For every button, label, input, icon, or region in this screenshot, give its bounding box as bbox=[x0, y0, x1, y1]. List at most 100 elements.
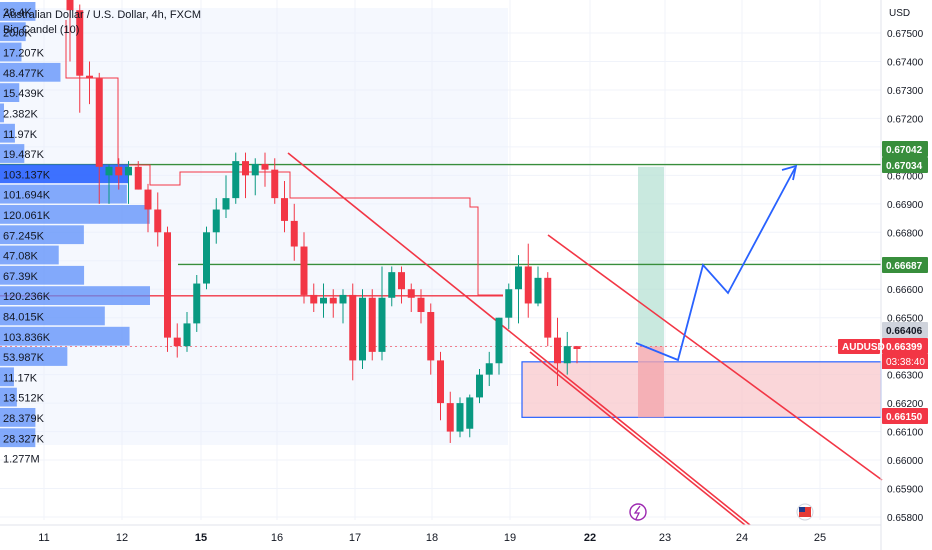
time-axis[interactable]: 11 12 15 16 17 18 19 22 23 24 25 bbox=[0, 524, 881, 544]
symbol-title[interactable]: Australian Dollar / U.S. Dollar, 4h, FXC… bbox=[3, 9, 202, 21]
price-tick: 0.65800 bbox=[887, 513, 924, 524]
candle-body bbox=[427, 312, 435, 361]
volume-bar bbox=[0, 83, 20, 102]
volume-bar bbox=[0, 286, 150, 305]
volume-label: 120.236K bbox=[3, 291, 51, 303]
price-tick: 0.66500 bbox=[887, 314, 924, 325]
stop-zone bbox=[638, 346, 664, 418]
volume-bar bbox=[0, 265, 85, 285]
candle-body bbox=[125, 166, 132, 176]
price-tick: 0.66200 bbox=[887, 399, 924, 410]
candle-body bbox=[281, 198, 288, 221]
candle-body bbox=[417, 297, 425, 313]
candle-body bbox=[300, 246, 308, 295]
candle-body bbox=[164, 232, 171, 338]
volume-bar bbox=[0, 306, 105, 326]
candle-body bbox=[544, 277, 552, 338]
volume-label: 53.987K bbox=[3, 352, 45, 364]
tag-grey-level: 0.66406 bbox=[886, 326, 923, 337]
volume-label: 120.061K bbox=[3, 210, 51, 222]
candle-body bbox=[368, 297, 376, 352]
price-tick: 0.67300 bbox=[887, 86, 924, 97]
price-axis[interactable]: USD0.675000.674000.673000.672000.671000.… bbox=[880, 0, 924, 550]
candle-body bbox=[495, 317, 503, 364]
volume-label: 101.694K bbox=[3, 190, 51, 202]
currency-label: USD bbox=[889, 8, 910, 19]
volume-bar bbox=[0, 2, 36, 21]
projection-line bbox=[635, 167, 796, 362]
date-tick: 15 bbox=[195, 532, 207, 544]
price-tick: 0.67000 bbox=[887, 171, 924, 182]
volume-profile-background bbox=[0, 8, 508, 445]
date-tick: 23 bbox=[659, 532, 671, 544]
volume-label: 84.015K bbox=[3, 312, 45, 324]
tag-upper-green-bottom-bg bbox=[882, 157, 928, 173]
candle-body bbox=[554, 337, 561, 364]
channel-upper-line bbox=[547, 234, 883, 481]
volume-bar bbox=[0, 245, 59, 265]
volume-label: 48.477K bbox=[3, 68, 45, 80]
event-icons bbox=[629, 503, 814, 521]
volume-bar bbox=[0, 184, 127, 204]
candles bbox=[66, 0, 581, 443]
volume-label: 17.207K bbox=[3, 48, 45, 60]
volume-bar bbox=[0, 164, 129, 184]
arrow-head-icon bbox=[781, 164, 798, 181]
price-tick: 0.67200 bbox=[887, 114, 924, 125]
tag-mid-green-bg bbox=[882, 257, 928, 273]
volume-label: 11.17K bbox=[3, 372, 38, 384]
candle-body bbox=[515, 266, 522, 290]
tag-lower-blue: 0.66150 bbox=[886, 412, 923, 423]
candle-body bbox=[485, 363, 493, 375]
candle-body bbox=[524, 266, 532, 304]
volume-bar bbox=[0, 347, 68, 366]
lightning-event-icon bbox=[629, 503, 647, 521]
date-tick: 24 bbox=[736, 532, 748, 544]
candle-body bbox=[505, 289, 513, 318]
volume-label: 1.277M bbox=[3, 454, 40, 466]
candle-body bbox=[203, 232, 210, 284]
tag-current-price: 0.66399 bbox=[886, 342, 923, 353]
candle-body bbox=[378, 297, 386, 352]
candle-body bbox=[261, 163, 269, 170]
tag-mid-green: 0.66687 bbox=[886, 261, 923, 272]
volume-label: 67.245K bbox=[3, 230, 45, 242]
trend-lines bbox=[287, 152, 883, 526]
price-tick: 0.65900 bbox=[887, 485, 924, 496]
price-tick: 0.66000 bbox=[887, 456, 924, 467]
flag-canton-icon bbox=[799, 507, 805, 512]
volume-label: 28.4K bbox=[3, 7, 32, 19]
volume-label: 103.137K bbox=[3, 169, 51, 181]
tag-countdown: 03:38:40 bbox=[886, 357, 925, 368]
tag-lower-blue-bg bbox=[882, 408, 928, 424]
volume-label: 20.6K bbox=[3, 27, 32, 39]
profile-area bbox=[0, 8, 508, 445]
volume-bar bbox=[0, 428, 36, 448]
indicator-title[interactable]: Big Candel (10) bbox=[3, 24, 80, 36]
price-tick: 0.66300 bbox=[887, 371, 924, 382]
volume-bar bbox=[0, 326, 130, 346]
price-tick: 0.66100 bbox=[887, 428, 924, 439]
symbol-tag: AUDUSD bbox=[842, 342, 885, 353]
date-tick: 18 bbox=[426, 532, 438, 544]
tag-upper-green-top: 0.67042 bbox=[886, 145, 923, 156]
date-tick: 12 bbox=[116, 532, 128, 544]
tag-countdown-bg bbox=[882, 354, 928, 369]
tag-upper-green-bottom: 0.67034 bbox=[886, 161, 923, 172]
volume-bar bbox=[0, 408, 36, 427]
projection-path bbox=[635, 164, 798, 362]
volume-bar bbox=[0, 225, 84, 245]
volume-bar bbox=[0, 123, 15, 143]
price-tick: 0.66900 bbox=[887, 200, 924, 211]
volume-bar bbox=[0, 103, 4, 123]
candle-body bbox=[95, 78, 103, 167]
channel-lower-line bbox=[287, 152, 751, 526]
volume-label: 67.39K bbox=[3, 271, 39, 283]
date-tick: 25 bbox=[814, 532, 826, 544]
volume-bar bbox=[0, 62, 61, 82]
candle-body bbox=[437, 360, 444, 404]
candle-body bbox=[154, 209, 162, 233]
candle-body bbox=[232, 161, 240, 199]
date-tick: 17 bbox=[349, 532, 361, 544]
